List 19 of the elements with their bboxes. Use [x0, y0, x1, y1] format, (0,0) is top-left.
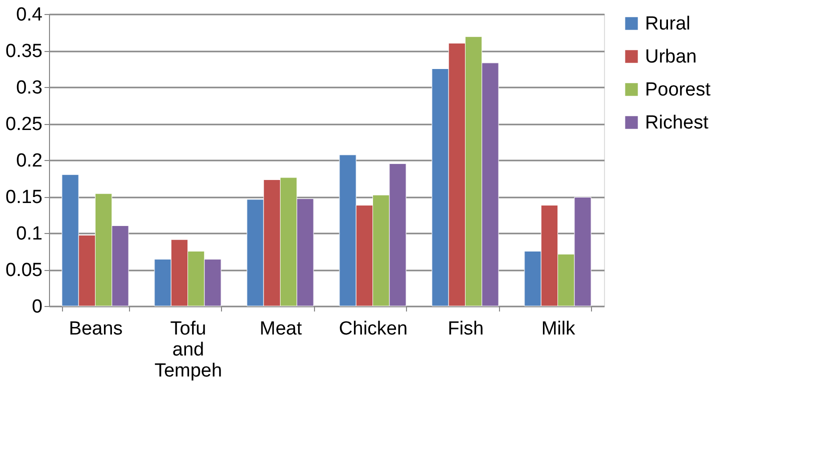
y-tick-label: 0.3: [16, 78, 42, 98]
y-tick-label: 0.15: [6, 187, 42, 208]
legend-label: Richest: [645, 112, 710, 134]
x-tick-label: Chicken: [338, 318, 408, 340]
y-tick-label: 0.35: [6, 41, 42, 62]
y-tick-label: 0.4: [16, 4, 43, 26]
x-tick-label: Tofu and Tempeh: [154, 318, 222, 382]
y-tick-label: 0.25: [6, 114, 42, 135]
y-tick-label: 0.05: [6, 260, 42, 281]
y-tick-label: 0: [32, 296, 42, 318]
legend-label: Rural: [645, 14, 690, 34]
legend-label: Poorest: [645, 80, 712, 100]
x-tick-label: Meat: [260, 318, 303, 340]
y-tick-label: 0.2: [16, 150, 42, 172]
x-tick-label: Fish: [448, 318, 484, 340]
y-tick-label: 0.1: [16, 224, 42, 244]
x-tick-label: Milk: [541, 318, 576, 340]
x-tick-label: Beans: [68, 318, 123, 340]
legend-label: Urban: [645, 46, 697, 68]
